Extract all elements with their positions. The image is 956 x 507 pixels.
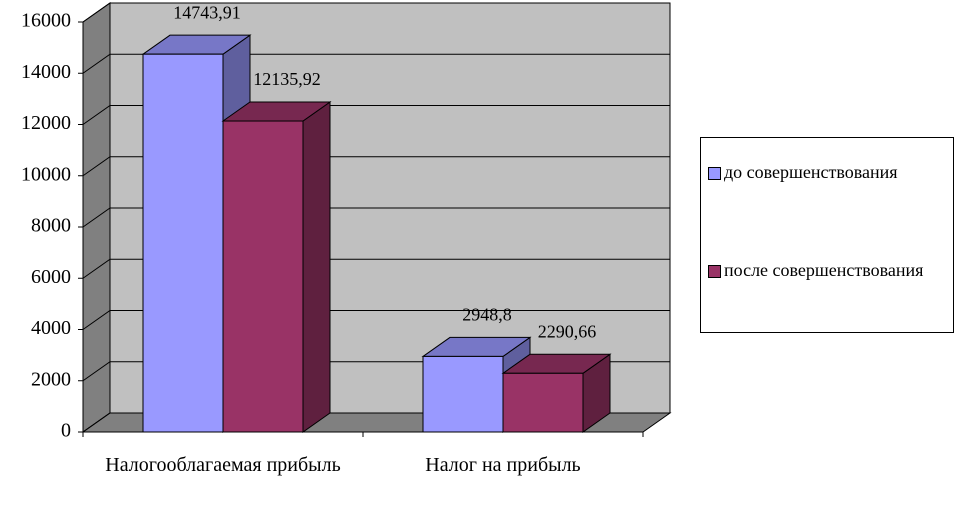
grid-line bbox=[82, 258, 670, 279]
grid-line bbox=[82, 207, 670, 228]
y-tick-label: 2000 bbox=[31, 368, 71, 390]
y-tick-label: 10000 bbox=[21, 163, 71, 185]
legend-swatch bbox=[708, 265, 721, 278]
grid-line bbox=[82, 310, 670, 330]
value-label: 14743,91 bbox=[173, 2, 241, 22]
grid-line bbox=[82, 53, 670, 74]
value-label: 2948,8 bbox=[462, 305, 512, 325]
value-label: 2290,66 bbox=[538, 321, 597, 341]
y-tick-label: 6000 bbox=[31, 266, 71, 288]
legend bbox=[700, 137, 954, 333]
bar-side bbox=[302, 101, 331, 433]
legend-label: после совершенствования bbox=[724, 260, 924, 280]
x-tick-label: Налогооблагаемая прибыль bbox=[105, 454, 341, 476]
y-tick-label: 16000 bbox=[21, 10, 71, 32]
bar bbox=[502, 372, 584, 433]
grid-line bbox=[82, 156, 670, 177]
bar bbox=[222, 120, 304, 433]
bar bbox=[142, 53, 224, 433]
grid-line bbox=[82, 105, 670, 125]
y-tick-label: 0 bbox=[61, 420, 71, 442]
bar bbox=[422, 355, 504, 433]
legend-label: до совершенствования bbox=[724, 162, 898, 182]
y-tick-label: 8000 bbox=[31, 215, 71, 237]
legend-swatch bbox=[708, 167, 721, 180]
y-tick-label: 14000 bbox=[21, 61, 71, 83]
x-tick-label: Налог на прибыль bbox=[425, 454, 581, 476]
y-tick-label: 4000 bbox=[31, 317, 71, 339]
grid-line bbox=[82, 2, 670, 23]
y-tick-label: 12000 bbox=[21, 112, 71, 134]
value-label: 12135,92 bbox=[253, 69, 321, 89]
